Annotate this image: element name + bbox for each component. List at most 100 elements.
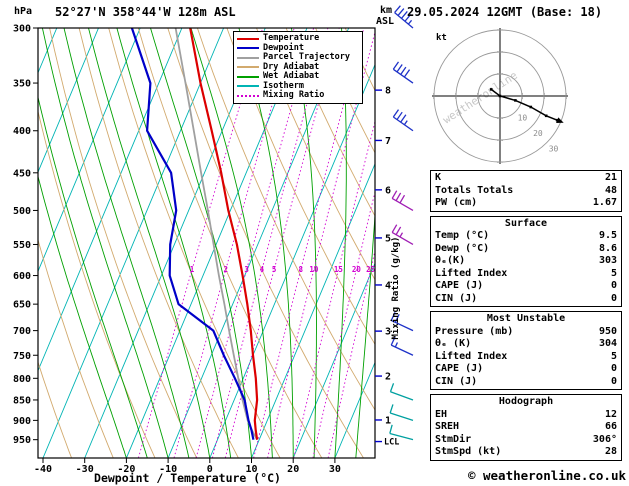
wind-barbs <box>389 5 414 441</box>
wind-barb <box>389 424 414 441</box>
wind-barb <box>394 5 414 29</box>
svg-text:3: 3 <box>385 327 391 338</box>
svg-text:8: 8 <box>385 86 391 97</box>
table-row-value: 0 <box>610 292 617 304</box>
wind-barb <box>392 109 414 132</box>
hodograph-arrow <box>556 117 564 123</box>
svg-text:10: 10 <box>309 265 319 274</box>
legend-item-label: Wet Adiabat <box>263 71 320 82</box>
wind-barb <box>391 190 414 212</box>
legend-item-label: Parcel Trajectory <box>263 52 350 63</box>
table-row: Lifted Index 5 <box>435 351 617 364</box>
svg-text:-30: -30 <box>76 464 94 475</box>
wind-barb <box>390 312 414 332</box>
legend: Temperature Dewpoint Parcel Trajectory Dry … <box>233 31 363 104</box>
legend-item-label: Dewpoint <box>263 42 304 53</box>
table-row: PW (cm) 1.67 <box>435 197 617 210</box>
svg-text:10: 10 <box>245 464 257 475</box>
svg-text:850: 850 <box>13 395 31 406</box>
svg-text:7: 7 <box>385 136 391 147</box>
table-row: CAPE (J) 0 <box>435 280 617 293</box>
wind-barb <box>390 336 414 356</box>
svg-text:950: 950 <box>13 435 31 446</box>
temperature-axis: -40 -30 -20 -10 0 10 20 30 <box>34 458 341 475</box>
table-row-label: CIN (J) <box>435 375 478 387</box>
legend-line-swatch <box>237 94 259 97</box>
table-section-surface: Surface Temp (°C) 9.5 Dewp (°C) 8.6 θₑ(K) 303 L… <box>430 215 622 307</box>
svg-text:4: 4 <box>385 280 391 291</box>
table-section-header: Most Unstable <box>486 313 566 324</box>
legend-item: Wet Adiabat <box>237 72 359 82</box>
svg-text:0: 0 <box>207 464 213 475</box>
hodograph-trace-point <box>544 114 548 118</box>
table-row-label: Temp (°C) <box>435 230 490 241</box>
hodograph-trace-point <box>498 94 502 98</box>
table-row: StmDir 306° <box>435 434 617 447</box>
table-row-label: StmDir <box>435 433 472 445</box>
svg-text:750: 750 <box>13 351 31 362</box>
temperature-axis-label: Dewpoint / Temperature (°C) <box>94 471 281 485</box>
hodograph-ring-labels: 10 20 30 <box>518 114 559 154</box>
table-row-label: CAPE (J) <box>435 363 484 374</box>
table-row: Lifted Index 5 <box>435 268 617 281</box>
station-title: 52°27'N 358°44'W 128m ASL <box>55 5 236 19</box>
legend-line-swatch <box>237 37 259 40</box>
legend-item-label: Dry Adiabat <box>263 61 320 72</box>
table-row-value: 0 <box>610 363 617 374</box>
legend-item: Dewpoint <box>237 42 359 54</box>
svg-text:700: 700 <box>13 326 31 337</box>
km-axis-unit: km <box>380 5 393 16</box>
legend-item: Mixing Ratio <box>237 91 359 101</box>
hodograph-trace <box>490 88 558 121</box>
wind-barb <box>389 383 414 401</box>
svg-text:550: 550 <box>13 240 31 251</box>
table-row-label: StmSpd (kt) <box>435 446 502 457</box>
table-row-value: 0 <box>610 280 617 291</box>
svg-text:2: 2 <box>223 265 228 274</box>
pressure-axis: 300 350 400 450 500 550 600 650 700 750 800 850 900 9… <box>13 24 38 446</box>
legend-line-swatch <box>237 66 259 69</box>
table-row: Temp (°C) 9.5 <box>435 230 617 243</box>
legend-item-label: Isotherm <box>263 80 304 91</box>
table-row-value: 66 <box>604 421 617 432</box>
svg-text:3: 3 <box>244 265 249 274</box>
table-row-label: θₑ (K) <box>435 338 472 349</box>
svg-text:-40: -40 <box>34 464 52 475</box>
legend-item-label: Mixing Ratio <box>263 90 325 101</box>
hodograph-trace-point <box>529 105 533 109</box>
profiles <box>130 28 259 441</box>
svg-text:20: 20 <box>352 265 362 274</box>
table-row: CIN (J) 0 <box>435 376 617 389</box>
table-row-label: SREH <box>435 421 460 432</box>
table-row: Dewp (°C) 8.6 <box>435 243 617 256</box>
table-row-label: EH <box>435 408 448 420</box>
parcel-trajectory-line <box>174 28 258 441</box>
table-row: K 21 <box>435 172 617 185</box>
table-row: StmSpd (kt) 28 <box>435 446 617 459</box>
table-row-label: K <box>435 172 442 183</box>
table-row-label: Pressure (mb) <box>435 325 514 337</box>
svg-text:30: 30 <box>329 464 341 475</box>
table-row-value: 5 <box>610 350 617 362</box>
legend-line-swatch <box>237 56 259 59</box>
mixing-ratio-value-labels: 1 2 3 4 5 8 10 15 20 25 <box>190 265 375 274</box>
table-row-label: Totals Totals <box>435 184 514 196</box>
table-section-header: Surface <box>504 217 548 229</box>
table-section-indices: K 21 Totals Totals 48 PW (cm) 1.67 <box>430 170 622 212</box>
table-row-label: Lifted Index <box>435 267 508 279</box>
legend-item-label: Temperature <box>263 33 320 44</box>
table-row-value: 5 <box>610 267 617 279</box>
table-row-value: 9.5 <box>598 230 617 241</box>
table-row: EH 12 <box>435 409 617 422</box>
datetime-title: 29.05.2024 12GMT (Base: 18) <box>407 5 603 19</box>
asl-axis-unit: ASL <box>376 16 395 27</box>
svg-text:5: 5 <box>385 233 391 244</box>
table-row-label: θₑ(K) <box>435 255 466 266</box>
svg-text:5: 5 <box>272 265 277 274</box>
legend-line-swatch <box>237 75 259 78</box>
legend-item: Dry Adiabat <box>237 61 359 73</box>
table-section-hodograph: Hodograph EH 12 SREH 66 StmDir 306° StmSpd (kt)… <box>430 394 622 461</box>
svg-text:6: 6 <box>385 185 391 196</box>
table-row-value: 306° <box>592 433 617 445</box>
